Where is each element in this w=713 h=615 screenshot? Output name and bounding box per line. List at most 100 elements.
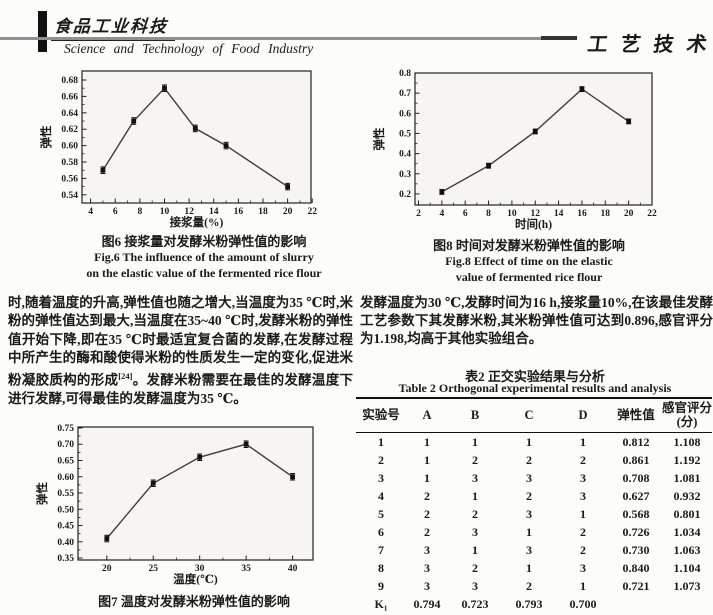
- data-point-marker: [532, 129, 538, 134]
- data-point-marker: [223, 143, 229, 149]
- data-point-marker: [243, 441, 249, 447]
- y-tick-label: 0.66: [61, 92, 78, 102]
- data-point-marker: [131, 118, 137, 124]
- x-tick-label: 35: [241, 564, 251, 574]
- table-cell: 3: [472, 525, 478, 539]
- section-label: 工艺技术: [586, 34, 713, 56]
- body-paragraph-left: 时,随着温度的升高,弹性值也随之增大,当温度为35 ℃时,米粉的弹性值达到最大,…: [8, 294, 353, 408]
- table-cell: 0.730: [622, 543, 650, 557]
- table-header-cell: 实验号: [356, 398, 406, 433]
- y-axis-label: 弹性: [35, 482, 49, 505]
- table-cell: 0.801: [673, 507, 701, 521]
- plot-area: [415, 73, 652, 205]
- journal-name-en: Science and Technology of Food Industry: [64, 41, 314, 56]
- table-cell: 2: [424, 507, 430, 521]
- y-tick-label: 0.68: [61, 76, 78, 86]
- table-cell: 2: [580, 453, 586, 467]
- table-cell: 1: [424, 435, 430, 449]
- table-cell: 0.861: [622, 453, 650, 467]
- x-tick-label: 18: [258, 207, 268, 217]
- table-cell: 2: [526, 579, 532, 593]
- x-axis-label: 接浆量(%): [170, 215, 224, 229]
- table-cell: 0.840: [622, 561, 650, 575]
- table-cell: 3: [424, 561, 430, 575]
- table-cell: 2: [526, 453, 532, 467]
- table-row: 3 1 3 3 3 0.708 1.081: [356, 469, 712, 487]
- data-point-marker: [192, 125, 198, 131]
- data-point-marker: [197, 454, 203, 460]
- x-tick-label: 12: [184, 207, 194, 217]
- table-cell: 2: [378, 453, 384, 467]
- y-tick-label: 0.62: [61, 125, 78, 135]
- paragraph-text: 时,随着温度的升高,弹性值也随之增大,当温度为35 ℃时,米粉的弹性值达到最大,…: [8, 295, 353, 388]
- x-tick-label: 14: [554, 209, 564, 219]
- y-tick-label: 0.56: [61, 174, 78, 184]
- body-paragraph-right: 发酵温度为30 ℃,发酵时间为16 h,接浆量10%,在该最佳发酵工艺参数下其发…: [360, 295, 713, 346]
- table-cell: 7: [378, 543, 384, 557]
- y-tick-label: 0.3: [399, 170, 411, 180]
- y-tick-label: 0.45: [57, 522, 74, 532]
- table-cell: 3: [580, 489, 586, 503]
- data-point-marker: [626, 118, 632, 124]
- fig6-caption-en-line1: Fig.6 The influence of the amount of slu…: [94, 250, 314, 264]
- table-cell: 1: [424, 471, 430, 485]
- table-cell: 0.794: [413, 597, 441, 611]
- table-row: 9 3 3 2 1 0.721 1.073: [356, 577, 712, 595]
- y-tick-label: 0.75: [57, 424, 74, 434]
- y-tick-label: 0.70: [57, 440, 74, 450]
- table-cell: 5: [378, 507, 384, 521]
- table-cell: 3: [526, 507, 532, 521]
- data-point-marker: [150, 480, 156, 486]
- x-tick-label: 20: [624, 209, 634, 219]
- table-cell: 3: [580, 561, 586, 575]
- table-header-cell: C: [502, 398, 556, 433]
- table-cell: 1: [472, 489, 478, 503]
- x-tick-label: 4: [88, 207, 93, 217]
- y-axis-label: 弹性: [372, 127, 386, 150]
- table-cell: 8: [378, 561, 384, 575]
- fig6-caption-cn: 图6 接浆量对发酵米粉弹性值的影响: [101, 234, 307, 249]
- table-cell: 1: [378, 435, 384, 449]
- y-tick-label: 0.65: [57, 456, 74, 466]
- y-tick-label: 0.50: [57, 505, 74, 515]
- x-tick-label: 12: [531, 209, 541, 219]
- table-row: 5 2 2 3 1 0.568 0.801: [356, 505, 712, 523]
- y-tick-label: 0.60: [61, 142, 78, 152]
- paragraph-text: 。发酵米粉需要在最佳的发酵温度下进行发酵,可得最佳的发酵温度为35 ℃。: [8, 372, 354, 406]
- table-cell: 1.073: [673, 579, 701, 593]
- table-cell: 1.034: [673, 525, 701, 539]
- table-cell: 1: [424, 453, 430, 467]
- y-tick-label: 0.35: [57, 554, 74, 564]
- header-rule-dash: [541, 36, 577, 40]
- data-point-marker: [285, 184, 291, 190]
- table2-title-en: Table 2 Orthogonal experimental results …: [398, 381, 672, 395]
- table-cell: 1: [526, 525, 532, 539]
- table-cell: 0.568: [622, 507, 650, 521]
- series-line: [102, 87, 288, 188]
- table-cell: 3: [424, 543, 430, 557]
- y-tick-label: 0.5: [399, 129, 411, 139]
- x-tick-label: 20: [102, 564, 112, 574]
- table-cell: 2: [424, 489, 430, 503]
- x-tick-label: 22: [307, 207, 317, 217]
- x-tick-label: 2: [416, 209, 421, 219]
- table-cell: 2: [424, 525, 430, 539]
- table-cell: 9: [378, 579, 384, 593]
- table-row: 7 3 1 3 2 0.730 1.063: [356, 541, 712, 559]
- logo-bar: [38, 11, 47, 52]
- table-cell: 1: [580, 579, 586, 593]
- y-tick-label: 0.8: [399, 69, 411, 79]
- table-cell: 3: [472, 471, 478, 485]
- y-tick-label: 0.60: [57, 473, 74, 483]
- table-cell: 1: [472, 435, 478, 449]
- y-tick-label: 0.55: [57, 489, 74, 499]
- table-cell: 1.081: [673, 471, 701, 485]
- plot-frame: [81, 70, 312, 204]
- table-cell: 3: [526, 543, 532, 557]
- y-tick-label: 0.64: [61, 109, 78, 119]
- x-tick-label: 14: [209, 207, 219, 217]
- fig7-caption: 图7 温度对发酵米粉弹性值的影响: [22, 593, 366, 610]
- fig7-caption-cn: 图7 温度对发酵米粉弹性值的影响: [98, 594, 290, 609]
- table-cell: 1: [580, 435, 586, 449]
